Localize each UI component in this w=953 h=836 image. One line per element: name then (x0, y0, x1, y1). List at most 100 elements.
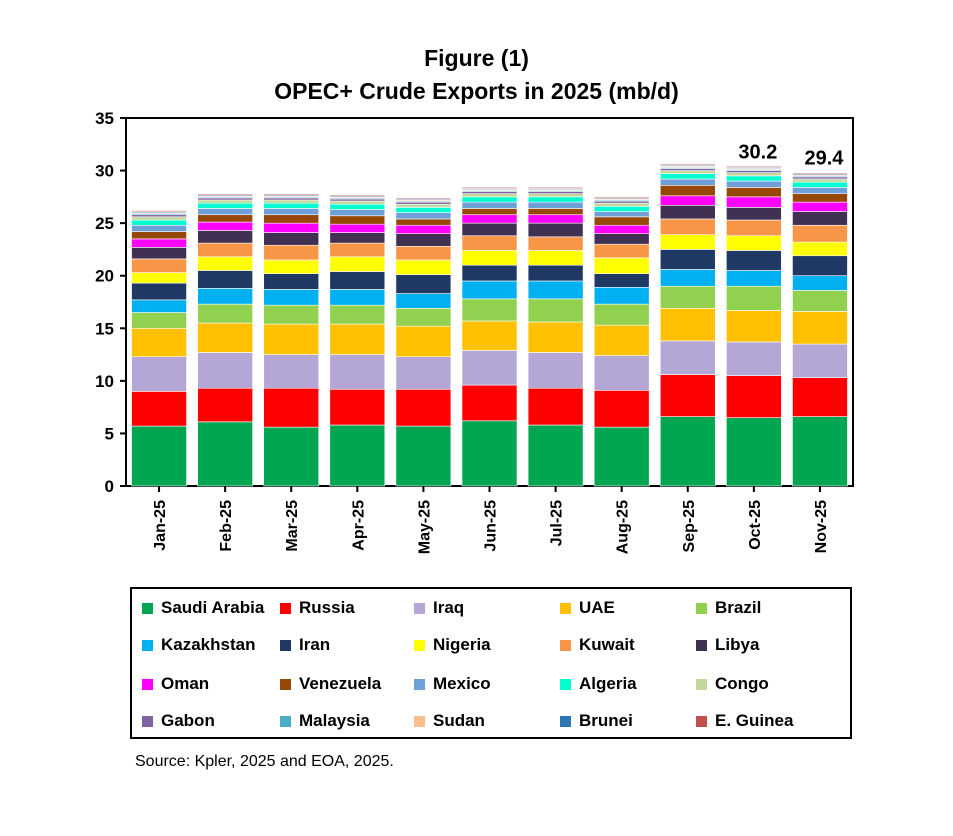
bar-segment (726, 219, 782, 237)
bar-segment (527, 280, 584, 300)
legend-item: Algeria (560, 673, 637, 695)
bar-segment (263, 273, 320, 290)
bar-segment (395, 203, 452, 208)
bar-segment (131, 272, 187, 284)
bar-segment (659, 204, 716, 220)
x-tick-label: Sep-25 (681, 500, 698, 553)
bar-segment (263, 354, 320, 389)
legend-label: Kuwait (579, 635, 635, 654)
bar-segment (263, 197, 320, 201)
bar-segment (792, 311, 848, 345)
bar-segment (263, 244, 320, 261)
bar-segment (792, 275, 848, 291)
legend-label: Brazil (715, 598, 762, 617)
bar-segment (593, 196, 650, 199)
bar-segment (726, 175, 782, 182)
bar-segment (263, 426, 320, 487)
y-tick-label: 25 (95, 214, 114, 233)
bar-segment (461, 222, 518, 237)
bar-segment (197, 421, 253, 487)
bar-segment (726, 285, 782, 311)
source-note: Source: Kpler, 2025 and EOA, 2025. (135, 753, 394, 770)
legend-item: Iran (280, 634, 330, 656)
y-tick-label: 30 (95, 162, 114, 181)
bar-segment (395, 356, 452, 390)
bar-segment (329, 354, 386, 390)
bar-segment (263, 323, 320, 355)
bar-segment (527, 196, 584, 203)
bar-segment (726, 417, 782, 487)
bar-segment (593, 257, 650, 274)
x-tick-label: Jan-25 (152, 500, 169, 551)
bar-segment (197, 193, 253, 196)
legend-item: UAE (560, 597, 615, 619)
legend-label: E. Guinea (715, 711, 794, 730)
bar-segment (792, 176, 848, 180)
bar-segment (131, 219, 187, 226)
bar-segment (792, 201, 848, 212)
bar-segment (659, 234, 716, 250)
bar-segment (461, 193, 518, 198)
bar-segment (131, 224, 187, 232)
bar-segment (527, 208, 584, 216)
bar-segment (395, 245, 452, 261)
legend-label: Iran (299, 635, 331, 654)
bar-segment (461, 191, 518, 195)
bar-segment (329, 215, 386, 225)
bar-segment (395, 259, 452, 275)
bar-segment (461, 384, 518, 422)
legend-swatch (280, 715, 291, 727)
bar-segment (395, 274, 452, 294)
bar-segment (461, 201, 518, 209)
legend-swatch (560, 602, 571, 614)
bar-segment (263, 304, 320, 325)
x-tick-label: Jun-25 (483, 500, 500, 552)
bar-segment (726, 166, 782, 168)
bar-segment (329, 256, 386, 272)
bar-segment (593, 355, 650, 391)
bar-segment (593, 273, 650, 288)
bar-segment (329, 323, 386, 355)
bar-segment (197, 303, 253, 324)
bar-segment (726, 170, 782, 173)
bar-segment (461, 250, 518, 266)
bar-segment (461, 235, 518, 251)
bar-segment (131, 247, 187, 260)
bar-segment (131, 327, 187, 357)
bar-segment (395, 425, 452, 487)
bar-segment (197, 387, 253, 423)
bar-segment (593, 286, 650, 305)
bar-segment (527, 352, 584, 389)
legend-label: Malaysia (299, 711, 370, 730)
legend-label: UAE (579, 598, 615, 617)
bar-segment (131, 356, 187, 392)
total-annotation: 30.2 (738, 141, 777, 163)
bar-segment (329, 203, 386, 210)
x-tick-label: May-25 (416, 500, 433, 554)
legend-swatch (696, 678, 707, 690)
bar-segment (197, 199, 253, 204)
bar-segment (395, 293, 452, 309)
y-tick-label: 10 (95, 372, 114, 391)
legend-item: Congo (696, 673, 769, 695)
bar-segment (395, 207, 452, 213)
bar-segment (197, 208, 253, 216)
bar-segment (329, 289, 386, 306)
bar-segment (659, 218, 716, 236)
bar-segment (593, 200, 650, 204)
bar-segment (726, 310, 782, 343)
bar-segment (329, 242, 386, 258)
legend-swatch (414, 639, 425, 651)
bar-segment (593, 303, 650, 326)
bar-segment (792, 343, 848, 379)
legend-item: Malaysia (280, 710, 370, 732)
legend-swatch (414, 715, 425, 727)
bar-segment (792, 290, 848, 312)
bar-segment (395, 224, 452, 234)
stacked-bar-chart: 0 5 10 15 20 25 30 35 Jan-25 Feb-25 Mar-25 Apr-25 Ma… (95, 109, 854, 554)
legend-swatch (280, 678, 291, 690)
bar-segment (527, 424, 584, 487)
legend-item: Nigeria (414, 634, 491, 656)
legend-label: Oman (161, 674, 210, 693)
legend-item: Brunei (560, 710, 633, 732)
